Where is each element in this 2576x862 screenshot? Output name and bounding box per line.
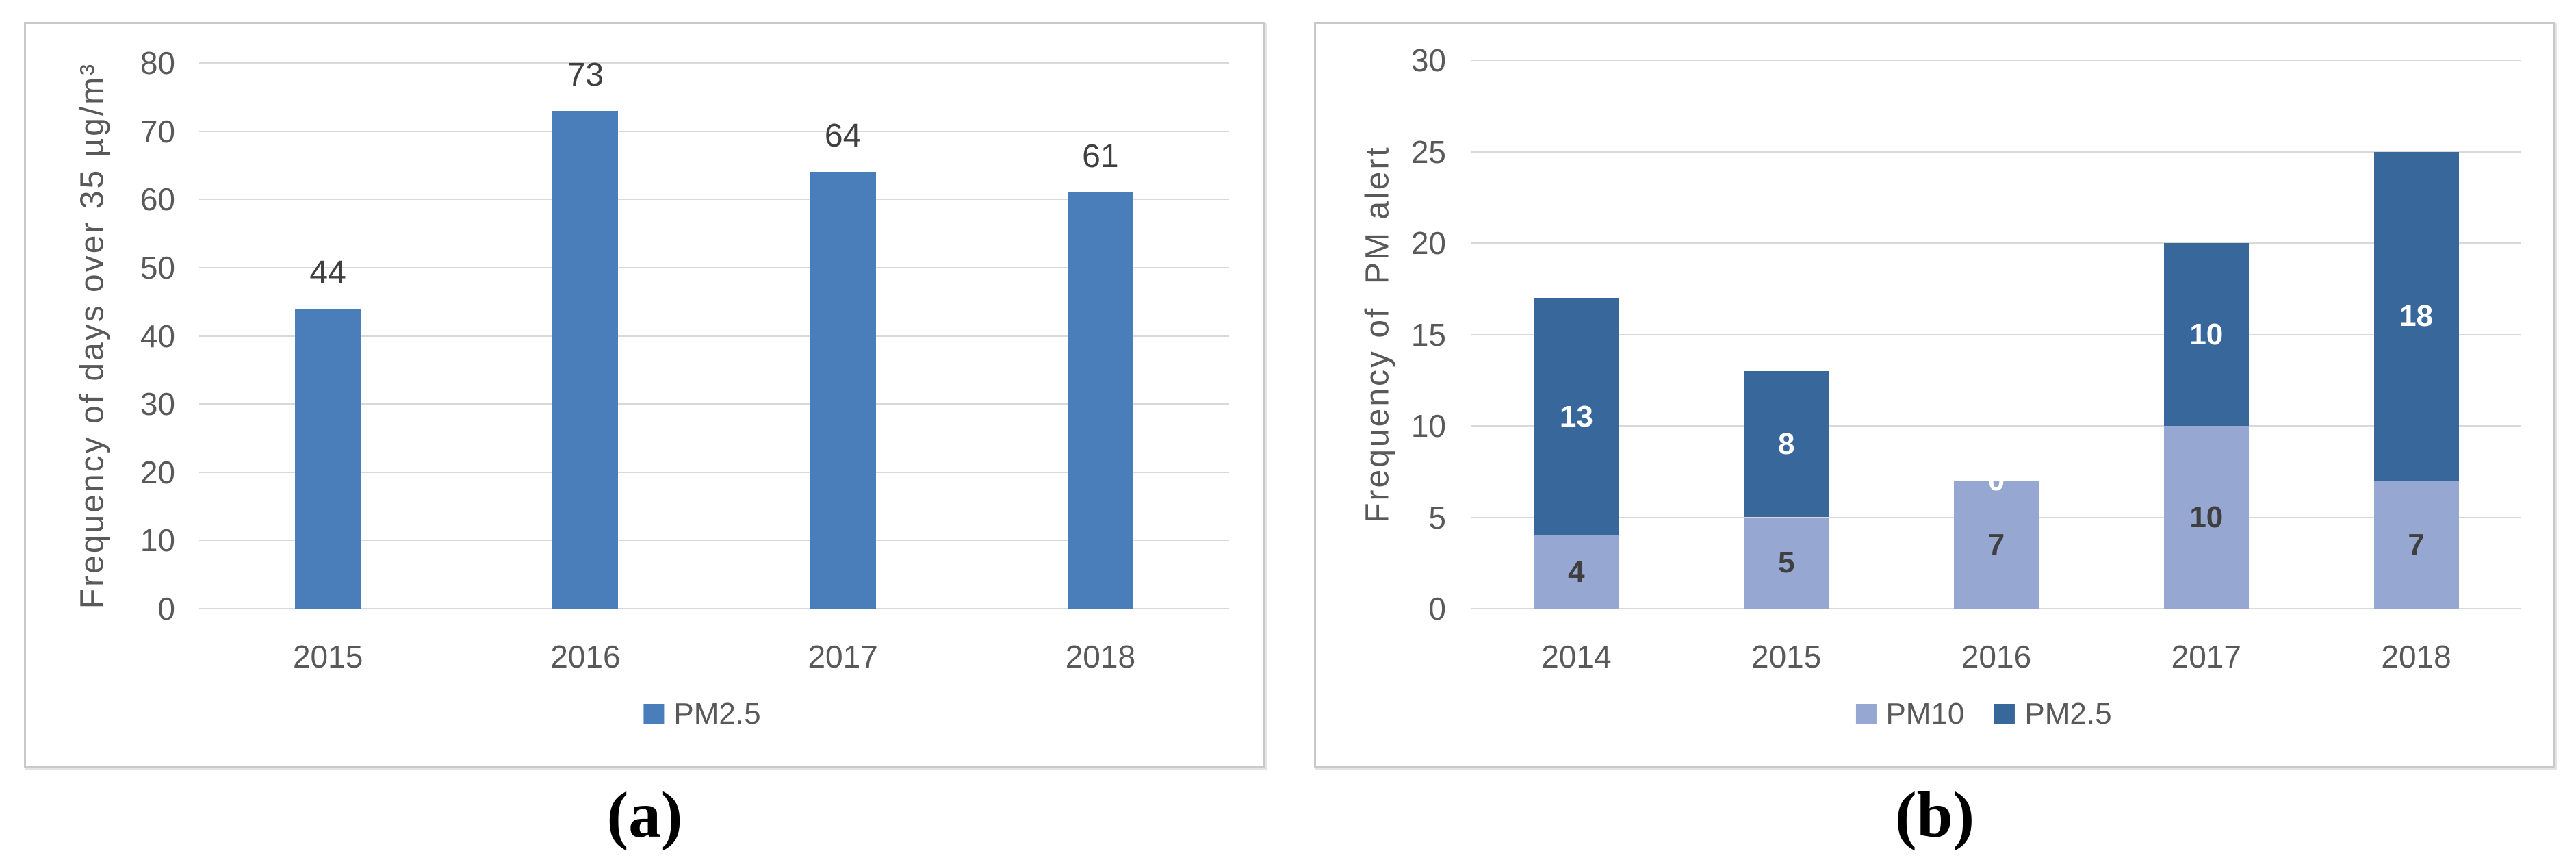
bar-segment-label-2014-pm10: 4 xyxy=(1568,555,1585,589)
panel-chart-a: 0 10 20 30 40 50 60 70 80 Frequency of days over … xyxy=(24,22,1265,768)
gridline-y-50 xyxy=(199,266,1229,268)
gridline-y-0 xyxy=(199,608,1229,609)
y-tick-label-40: 40 xyxy=(140,318,175,354)
x-tick-label-2018: 2018 xyxy=(2381,639,2451,674)
x-tick-label-2017: 2017 xyxy=(808,639,878,674)
gridline-y-30 xyxy=(199,403,1229,405)
y-tick-label-20: 20 xyxy=(140,454,175,490)
bar-2015-pm10 xyxy=(1744,517,1829,609)
bar-2015-pm2.5 xyxy=(1744,370,1829,518)
bar-value-label-2017: 64 xyxy=(824,118,862,155)
bar-segment-label-2018-pm10: 7 xyxy=(2408,527,2425,561)
y-tick-label-10: 10 xyxy=(140,522,175,559)
legend-item-pm2.5: PM2.5 xyxy=(643,697,761,731)
bar-2016-pm2.5 xyxy=(552,110,619,609)
gridline-y-30 xyxy=(1471,60,2521,61)
gridline-y-80 xyxy=(199,62,1229,64)
y-tick-label-30: 30 xyxy=(1411,42,1446,78)
panel-chart-b: 0 5 10 15 20 25 30 Frequency of PM alert 4 13 2014… xyxy=(1314,22,2555,768)
bar-2018-pm2.5 xyxy=(1067,192,1133,609)
y-tick-label-30: 30 xyxy=(140,386,175,422)
gridline-y-60 xyxy=(199,199,1229,201)
bar-segment-label-2015-pm2.5: 8 xyxy=(1777,427,1795,461)
y-tick-label-80: 80 xyxy=(140,45,175,81)
x-tick-label-2018: 2018 xyxy=(1065,639,1136,674)
x-tick-label-2015: 2015 xyxy=(1751,639,1822,674)
y-tick-label-5: 5 xyxy=(1428,499,1446,535)
x-tick-label-2014: 2014 xyxy=(1541,639,1612,674)
gridline-y-0 xyxy=(1471,608,2521,609)
legend-item-pm2.5: PM2.5 xyxy=(1994,697,2112,731)
legend-label-pm2.5: PM2.5 xyxy=(673,697,761,731)
gridline-y-20 xyxy=(1471,242,2521,244)
bar-2018-pm2.5 xyxy=(2373,151,2459,481)
x-tick-label-2015: 2015 xyxy=(292,639,363,674)
bar-segment-label-2014-pm2.5: 13 xyxy=(1559,399,1593,433)
gridline-y-10 xyxy=(199,540,1229,542)
y-tick-label-10: 10 xyxy=(1411,408,1446,444)
legend-swatch-pm10 xyxy=(1855,704,1877,724)
bar-segment-label-2017-pm2.5: 10 xyxy=(2189,317,2224,351)
x-tick-label-2016: 2016 xyxy=(550,639,621,674)
bar-segment-label-2016-pm2.5: 0 xyxy=(1987,464,2005,498)
legend-item-pm10: PM10 xyxy=(1855,699,1964,729)
bar-segment-label-2015-pm10: 5 xyxy=(1777,546,1795,580)
gridline-y-40 xyxy=(199,335,1229,337)
y-tick-label-50: 50 xyxy=(140,249,175,286)
y-tick-label-60: 60 xyxy=(140,181,175,218)
bar-2014-pm2.5 xyxy=(1534,298,1619,536)
y-tick-label-70: 70 xyxy=(140,113,175,149)
gridline-y-20 xyxy=(199,471,1229,473)
bar-segment-label-2017-pm10: 10 xyxy=(2189,500,2224,534)
y-tick-label-0: 0 xyxy=(1428,591,1446,626)
bar-2017-pm2.5 xyxy=(810,172,876,609)
y-tick-label-20: 20 xyxy=(1411,225,1446,261)
bar-value-label-2016: 73 xyxy=(567,56,604,93)
y-tick-label-15: 15 xyxy=(1411,316,1446,353)
x-tick-label-2017: 2017 xyxy=(2171,639,2241,674)
bar-value-label-2015: 44 xyxy=(309,254,346,291)
bar-2015-pm2.5 xyxy=(295,308,361,609)
bar-2017-pm2.5 xyxy=(2163,243,2249,426)
y-axis-title: Frequency of days over 35 µg/m³ xyxy=(74,62,111,609)
legend: PM10 PM2.5 xyxy=(1855,697,2112,731)
bar-2014-pm10 xyxy=(1534,535,1619,609)
legend-label-pm2.5: PM2.5 xyxy=(2024,697,2112,731)
legend-swatch-pm2.5 xyxy=(643,704,665,724)
y-tick-label-0: 0 xyxy=(157,591,175,626)
y-tick-label-25: 25 xyxy=(1411,134,1446,170)
bar-2018-pm10 xyxy=(2373,481,2459,609)
caption-a: (a) xyxy=(606,778,683,851)
bar-2016-pm10 xyxy=(1954,481,2039,609)
y-axis-title: Frequency of PM alert xyxy=(1359,145,1396,523)
x-tick-label-2016: 2016 xyxy=(1961,639,2032,674)
bar-segment-label-2016-pm10: 7 xyxy=(1987,527,2005,561)
caption-b: (b) xyxy=(1894,778,1975,851)
bar-2017-pm10 xyxy=(2163,426,2249,609)
bar-segment-label-2018-pm2.5: 18 xyxy=(2399,299,2434,333)
gridline-y-25 xyxy=(1471,151,2521,153)
legend-swatch-pm2.5 xyxy=(1994,704,2015,724)
gridline-y-10 xyxy=(1471,425,2521,427)
gridline-y-15 xyxy=(1471,333,2521,335)
gridline-y-70 xyxy=(199,130,1229,132)
legend: PM2.5 xyxy=(643,697,761,731)
bar-value-label-2018: 61 xyxy=(1082,138,1119,175)
legend-label-pm10: PM10 xyxy=(1885,697,1965,731)
